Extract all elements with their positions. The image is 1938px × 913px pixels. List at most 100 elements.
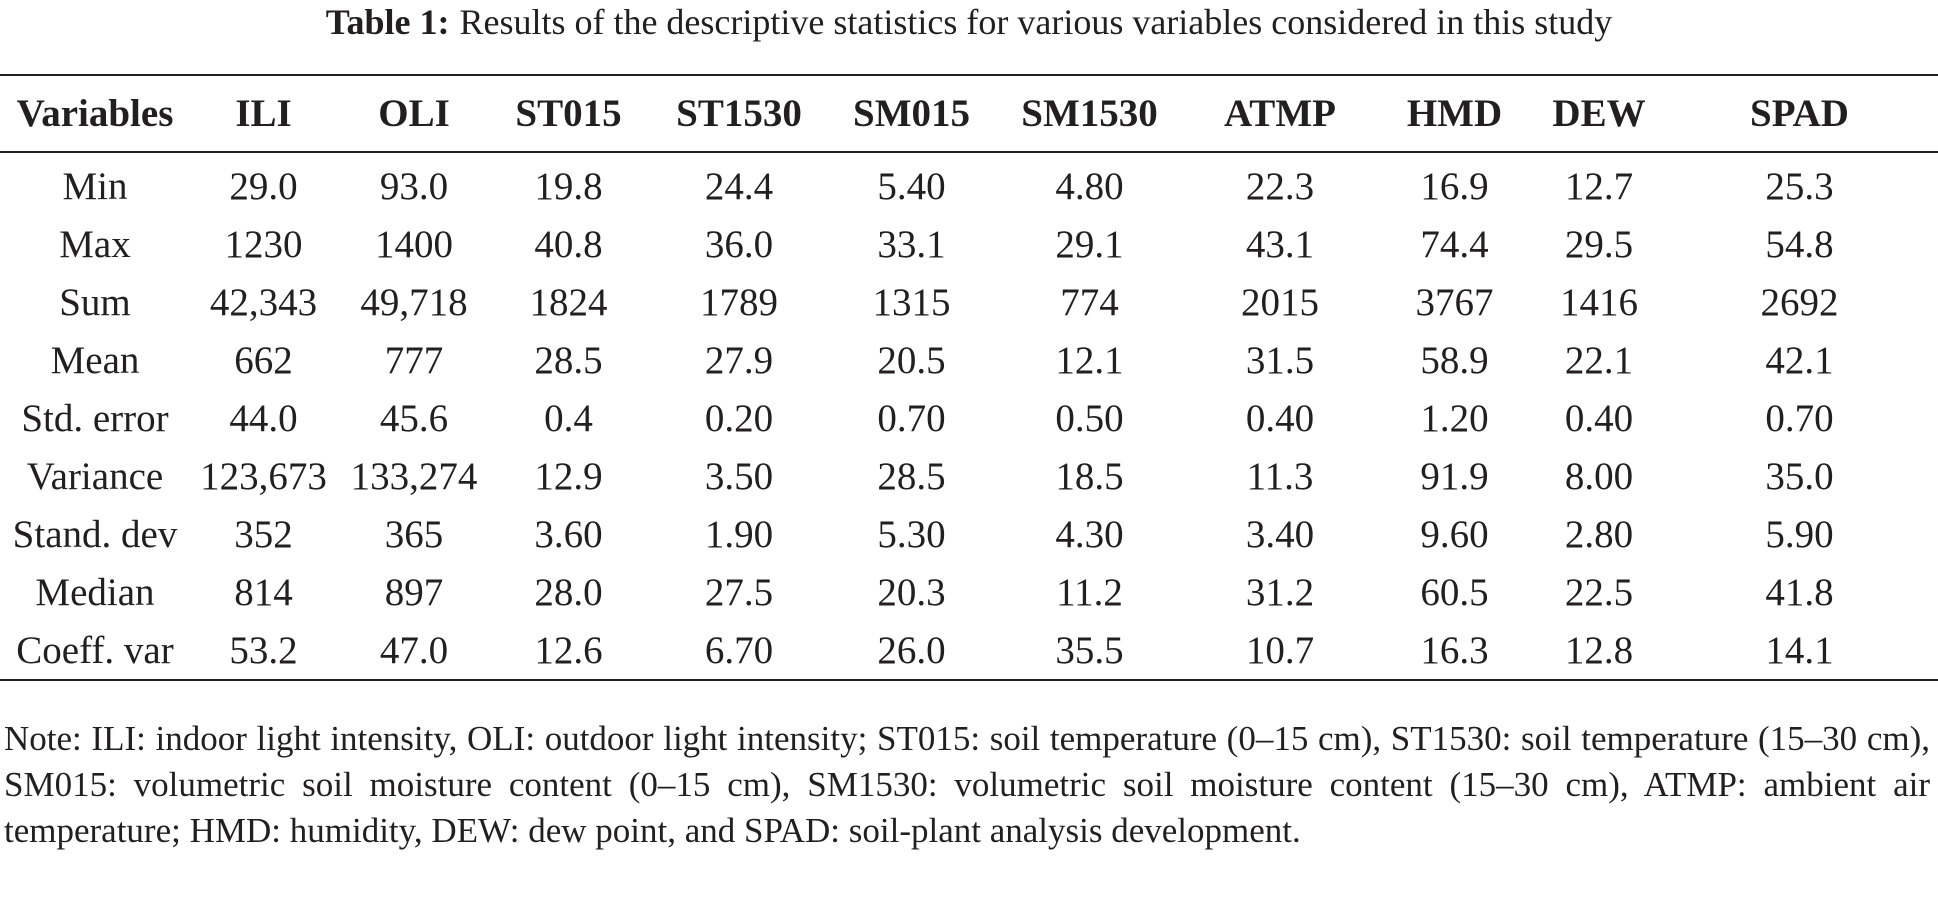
table-cell: 29.1: [1055, 222, 1124, 266]
table-cell: 43.1: [1245, 222, 1315, 266]
table-row: Median 814 897 28.0 27.5 20.3 11.2 31.2 60.5 22.5…: [0, 563, 1938, 621]
table-cell: 10.7: [1188, 621, 1372, 681]
table-cell: 25.3: [1765, 164, 1834, 208]
table-cell: 41.8: [1765, 570, 1834, 614]
row-label-cell: Sum: [59, 280, 131, 324]
row-label-cell: Std. error: [21, 396, 169, 440]
table-cell: 35.0: [1765, 454, 1834, 498]
table-caption-label: Table 1:: [325, 2, 450, 42]
table-cell: 0.70: [877, 396, 946, 440]
descriptive-statistics-table: Variables ILI OLI ST015 ST1530 SM015 SM1…: [0, 74, 1938, 681]
table-cell: 5.40: [877, 164, 946, 208]
table-cell: 60.5: [1420, 570, 1489, 614]
column-header: DEW: [1537, 74, 1661, 153]
table-cell: 0.4: [544, 396, 593, 440]
table-cell: 4.80: [1055, 164, 1124, 208]
column-header: ILI: [190, 74, 337, 153]
table-cell: 36.0: [704, 222, 774, 266]
table-row: Variance 123,673 133,274 12.9 3.50 28.5 18.5 11…: [0, 447, 1938, 505]
table-cell: 31.2: [1245, 570, 1315, 614]
table-cell: 1789: [700, 280, 778, 324]
table-cell: 19.8: [534, 164, 603, 208]
table-row: Max 1230 1400 40.8 36.0 33.1 29.1 43.1 74.4 29.5 5…: [0, 215, 1938, 273]
row-label-cell: Min: [62, 164, 128, 208]
column-header: ST1530: [646, 74, 832, 153]
table-cell: 11.2: [1056, 570, 1123, 614]
table-row: Min 29.0 93.0 19.8 24.4 5.40 4.80 22.3 16.9 12.7 2…: [0, 152, 1938, 215]
table-cell: 3.50: [704, 454, 774, 498]
table-cell: 12.9: [534, 454, 603, 498]
row-label-cell: Max: [59, 222, 131, 266]
table-cell: 1.20: [1420, 396, 1489, 440]
table-cell: 26.0: [832, 621, 991, 681]
column-header: ST015: [491, 74, 646, 153]
table-cell: 53.2: [190, 621, 337, 681]
table-cell: 47.0: [337, 621, 491, 681]
table-cell: 814: [234, 570, 293, 614]
table-cell: 1230: [224, 222, 303, 266]
table-cell: 22.1: [1564, 338, 1634, 382]
table-cell: 49,718: [360, 280, 468, 324]
table-cell: 6.70: [646, 621, 832, 681]
column-header: SM015: [832, 74, 991, 153]
column-header: SPAD: [1661, 74, 1938, 153]
table-cell: 777: [384, 338, 444, 382]
table-cell: 5.30: [877, 512, 946, 556]
table-cell: 1824: [529, 280, 608, 324]
table-row: Coeff. var 53.2 47.0 12.6 6.70 26.0 35.5 10.7 16…: [0, 621, 1938, 681]
table-cell: 16.9: [1420, 164, 1489, 208]
table-row: Sum 42,343 49,718 1824 1789 1315 774 2015 3767 14…: [0, 273, 1938, 331]
row-label-cell: Variance: [26, 454, 164, 498]
table-row: Std. error 44.0 45.6 0.4 0.20 0.70 0.50 0.40 1.2…: [0, 389, 1938, 447]
table-cell: 54.8: [1765, 222, 1834, 266]
table-header-row: Variables ILI OLI ST015 ST1530 SM015 SM1…: [0, 74, 1938, 153]
column-header: SM1530: [991, 74, 1188, 153]
table-cell: 31.5: [1245, 338, 1315, 382]
table-caption-text: Results of the descriptive statistics fo…: [459, 2, 1613, 42]
table-cell: 1416: [1560, 280, 1638, 324]
table-cell: 28.0: [534, 570, 603, 614]
table-cell: 20.3: [877, 570, 946, 614]
table-cell: 0.40: [1564, 396, 1634, 440]
table-cell: 2015: [1241, 280, 1319, 324]
table-cell: 33.1: [877, 222, 946, 266]
table-cell: 58.9: [1420, 338, 1489, 382]
table-cell: 365: [384, 512, 444, 556]
table-cell: 2692: [1760, 280, 1839, 324]
row-label-cell: Median: [35, 570, 155, 614]
table-cell: 28.5: [534, 338, 603, 382]
table-cell: 2.80: [1564, 512, 1634, 556]
table-cell: 12.8: [1537, 621, 1661, 681]
table-cell: 27.5: [704, 570, 774, 614]
table-cell: 9.60: [1420, 512, 1489, 556]
table-cell: 27.9: [704, 338, 774, 382]
table-cell: 774: [1060, 280, 1119, 324]
table-cell: 24.4: [704, 164, 774, 208]
table-cell: 0.50: [1055, 396, 1124, 440]
table-cell: 352: [234, 512, 293, 556]
table-caption: Table 1: Results of the descriptive stati…: [0, 0, 1938, 44]
table-cell: 3.40: [1245, 512, 1315, 556]
table-cell: 28.5: [877, 454, 946, 498]
table-cell: 3.60: [534, 512, 603, 556]
table-cell: 1.90: [704, 512, 774, 556]
table-cell: 8.00: [1564, 454, 1634, 498]
table-row: Mean 662 777 28.5 27.9 20.5 12.1 31.5 58.9 22.1 42…: [0, 331, 1938, 389]
table-cell: 40.8: [534, 222, 603, 266]
row-label-cell: Coeff. var: [0, 621, 190, 681]
table-cell: 12.6: [491, 621, 646, 681]
table-cell: 35.5: [991, 621, 1188, 681]
table-cell: 133,274: [350, 454, 478, 498]
table-cell: 91.9: [1420, 454, 1489, 498]
table-cell: 3767: [1415, 280, 1494, 324]
table-cell: 1400: [375, 222, 453, 266]
table-cell: 22.5: [1564, 570, 1634, 614]
table-cell: 4.30: [1055, 512, 1124, 556]
table-cell: 897: [384, 570, 444, 614]
table-cell: 42.1: [1765, 338, 1834, 382]
table-cell: 45.6: [379, 396, 449, 440]
table-cell: 74.4: [1420, 222, 1489, 266]
table-cell: 16.3: [1372, 621, 1537, 681]
column-header: HMD: [1372, 74, 1537, 153]
table-cell: 42,343: [209, 280, 318, 324]
